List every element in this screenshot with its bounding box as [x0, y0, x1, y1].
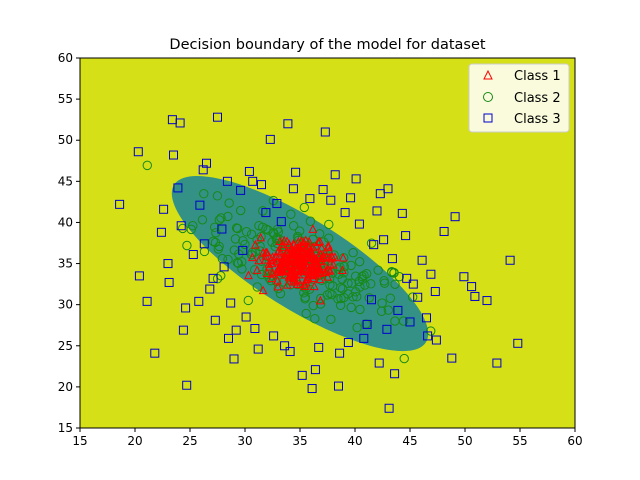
x-tick-label: 45: [402, 434, 417, 448]
y-tick-label: 50: [58, 133, 73, 147]
legend-label-class-2: Class 2: [514, 91, 561, 106]
y-tick-label: 30: [58, 298, 73, 312]
x-tick-label: 50: [457, 434, 472, 448]
y-tick-label: 55: [58, 92, 73, 106]
chart-title: Decision boundary of the model for datas…: [169, 37, 485, 53]
y-tick-label: 45: [58, 174, 73, 188]
y-tick-label: 25: [58, 339, 73, 353]
y-axis: 15 20 25 30 35 40 45 50 55 60: [58, 51, 80, 435]
x-tick-label: 55: [512, 434, 527, 448]
y-tick-label: 40: [58, 215, 73, 229]
x-tick-label: 40: [347, 434, 362, 448]
y-tick-label: 20: [58, 380, 73, 394]
x-tick-label: 15: [72, 434, 87, 448]
legend: Class 1 Class 2 Class 3: [469, 64, 569, 132]
legend-label-class-1: Class 1: [514, 69, 561, 84]
y-tick-label: 15: [58, 421, 73, 435]
x-tick-label: 30: [237, 434, 252, 448]
x-tick-label: 60: [567, 434, 582, 448]
y-tick-label: 60: [58, 51, 73, 65]
x-tick-label: 35: [292, 434, 307, 448]
x-tick-label: 20: [127, 434, 142, 448]
y-tick-label: 35: [58, 257, 73, 271]
legend-label-class-3: Class 3: [514, 112, 561, 127]
x-axis: 15 20 25 30 35 40 45 50 55 60: [72, 428, 582, 448]
x-tick-label: 25: [182, 434, 197, 448]
